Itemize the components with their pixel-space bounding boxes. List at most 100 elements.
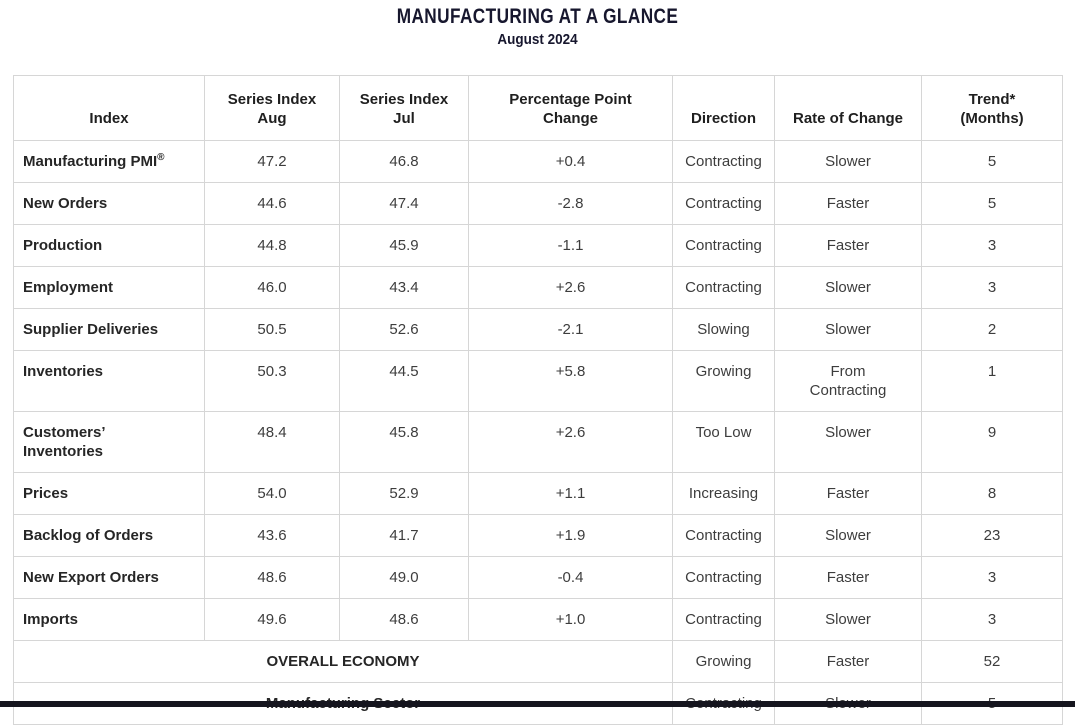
series-aug-cell: 47.2 [204,140,340,183]
cell-line: Customers’ [23,424,106,441]
index-cell: Employment [13,266,205,309]
rate-cell: Faster [774,556,922,599]
series-jul-cell: 49.0 [339,556,469,599]
change-cell: -0.4 [468,556,673,599]
trend-cell: 9 [921,411,1063,473]
table-row: New Export Orders 48.6 49.0 -0.4 Contracting… [13,556,1063,599]
col-header-rate-of-change: Rate of Change [774,75,922,141]
direction-cell: Too Low [672,411,775,473]
change-cell: -2.8 [468,182,673,225]
series-jul-cell: 47.4 [339,182,469,225]
trend-cell: 3 [921,266,1063,309]
direction-cell: Growing [672,640,775,683]
registered-trademark-symbol: ® [157,152,165,163]
change-cell: +2.6 [468,266,673,309]
table-row: New Orders 44.6 47.4 -2.8 Contracting Faster 5 [13,182,1063,225]
index-cell: New Export Orders [13,556,205,599]
table-row: Imports 49.6 48.6 +1.0 Contracting Slower 3 [13,598,1063,641]
series-jul-cell: 48.6 [339,598,469,641]
change-cell: +0.4 [468,140,673,183]
series-aug-cell: 50.3 [204,350,340,412]
series-aug-cell: 43.6 [204,514,340,557]
index-cell: Prices [13,472,205,515]
rate-cell: Faster [774,182,922,225]
direction-cell: Contracting [672,266,775,309]
direction-cell: Contracting [672,140,775,183]
header-line: Change [542,110,598,127]
change-cell: +1.0 [468,598,673,641]
trend-cell: 3 [921,224,1063,267]
header-line: Index [89,110,129,127]
trend-cell: 5 [921,182,1063,225]
col-header-trend-months: Trend* (Months) [921,75,1063,141]
series-jul-cell: 52.9 [339,472,469,515]
col-header-series-index-aug: Series Index Aug [204,75,340,141]
series-jul-cell: 52.6 [339,308,469,351]
index-cell: Imports [13,598,205,641]
index-cell: New Orders [13,182,205,225]
trend-cell: 5 [921,140,1063,183]
table-body: Manufacturing PMI® 47.2 46.8 +0.4 Contractin… [13,140,1063,725]
change-cell: +5.8 [468,350,673,412]
header-line: Series Index [359,91,449,108]
header-line: Series Index [227,91,317,108]
cell-line: From [830,363,866,380]
rate-cell: Slower [774,411,922,473]
index-cell: Inventories [13,350,205,412]
series-jul-cell: 43.4 [339,266,469,309]
report-header: MANUFACTURING AT A GLANCE August 2024 [0,0,1075,48]
index-cell: Customers’ Inventories [13,411,205,473]
direction-cell: Growing [672,350,775,412]
change-cell: +1.9 [468,514,673,557]
header-row: Index Series Index Aug Series Index Jul … [13,75,1063,141]
page-title: MANUFACTURING AT A GLANCE [396,5,679,28]
rate-cell: Faster [774,640,922,683]
series-jul-cell: 41.7 [339,514,469,557]
table-row: Production 44.8 45.9 -1.1 Contracting Faster 3 [13,224,1063,267]
col-header-percentage-point-change: Percentage Point Change [468,75,673,141]
direction-cell: Increasing [672,472,775,515]
cell-line: Inventories [23,443,104,460]
rate-cell: Faster [774,472,922,515]
header-line: (Months) [960,110,1024,127]
series-aug-cell: 44.8 [204,224,340,267]
page-subtitle: August 2024 [497,31,578,48]
table-row: Inventories 50.3 44.5 +5.8 Growing From Contra… [13,350,1063,412]
change-cell: -1.1 [468,224,673,267]
trend-cell: 52 [921,640,1063,683]
col-header-index: Index [13,75,205,141]
header-line: Jul [393,110,415,127]
summary-row: OVERALL ECONOMY Growing Faster 52 [13,640,1063,683]
series-jul-cell: 45.9 [339,224,469,267]
table-header: Index Series Index Aug Series Index Jul … [13,75,1063,141]
col-header-series-index-jul: Series Index Jul [339,75,469,141]
series-aug-cell: 54.0 [204,472,340,515]
direction-cell: Contracting [672,182,775,225]
trend-cell: 23 [921,514,1063,557]
change-cell: +2.6 [468,411,673,473]
trend-cell: 2 [921,308,1063,351]
table-row: Backlog of Orders 43.6 41.7 +1.9 Contracting… [13,514,1063,557]
index-cell: Production [13,224,205,267]
series-jul-cell: 44.5 [339,350,469,412]
rate-cell: Slower [774,266,922,309]
table-row: Prices 54.0 52.9 +1.1 Increasing Faster 8 [13,472,1063,515]
header-line: Direction [690,110,756,127]
index-cell: Supplier Deliveries [13,308,205,351]
rate-cell: Slower [774,598,922,641]
rate-cell: Slower [774,140,922,183]
series-jul-cell: 45.8 [339,411,469,473]
bottom-dark-bar [0,701,1075,707]
trend-cell: 3 [921,556,1063,599]
col-header-direction: Direction [672,75,775,141]
series-aug-cell: 49.6 [204,598,340,641]
header-line: Trend* [968,91,1016,108]
direction-cell: Contracting [672,514,775,557]
rate-cell: Faster [774,224,922,267]
summary-label-cell: OVERALL ECONOMY [13,640,673,683]
direction-cell: Slowing [672,308,775,351]
change-cell: +1.1 [468,472,673,515]
series-jul-cell: 46.8 [339,140,469,183]
table-row: Supplier Deliveries 50.5 52.6 -2.1 Slowing Sl… [13,308,1063,351]
trend-cell: 3 [921,598,1063,641]
